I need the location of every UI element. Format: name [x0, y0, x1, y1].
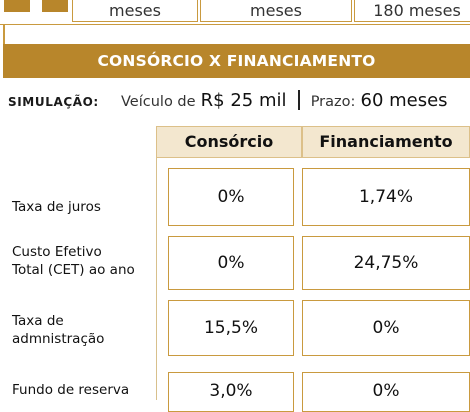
cell-consorcio-taxa-juros: 0% — [168, 168, 294, 226]
top-cell-2: meses — [200, 0, 352, 22]
divider-line — [0, 24, 470, 25]
cell-financiamento-fundo-reserva: 0% — [302, 372, 470, 412]
vehicle-value: R$ 25 mil — [200, 90, 287, 111]
term-value: 60 meses — [360, 90, 448, 111]
divider-vertical — [3, 24, 5, 44]
row-label-cet-line1: Custo Efetivo — [12, 244, 102, 260]
column-header-financiamento: Financiamento — [302, 126, 470, 158]
cell-financiamento-admin: 0% — [302, 300, 470, 356]
top-cell-3: 180 meses — [354, 0, 470, 22]
simulation-label: SIMULAÇÃO: — [8, 95, 99, 109]
vehicle-prefix: Veículo de — [121, 94, 196, 110]
top-cell-1: meses — [72, 0, 198, 22]
row-label-admin: Taxa de admnistração — [12, 312, 104, 348]
row-label-admin-line2: admnistração — [12, 331, 105, 347]
top-strip: meses meses 180 meses — [0, 0, 470, 24]
cell-financiamento-cet: 24,75% — [302, 236, 470, 290]
cell-financiamento-taxa-juros: 1,74% — [302, 168, 470, 226]
term-prefix: Prazo: — [310, 94, 356, 110]
grid-line — [156, 158, 157, 400]
row-label-cet-line2: Total (CET) ao ano — [12, 262, 135, 278]
cell-consorcio-admin: 15,5% — [168, 300, 294, 356]
row-label-fundo-reserva: Fundo de reserva — [12, 382, 130, 398]
row-label-cet: Custo Efetivo Total (CET) ao ano — [12, 243, 135, 279]
row-label-admin-line1: Taxa de — [12, 313, 64, 329]
separator — [297, 90, 300, 110]
cell-consorcio-cet: 0% — [168, 236, 294, 290]
cell-consorcio-fundo-reserva: 3,0% — [168, 372, 294, 412]
coins-icon — [4, 0, 70, 12]
simulation-row: SIMULAÇÃO: Veículo de R$ 25 mil Prazo: 6… — [8, 86, 470, 116]
section-title: CONSÓRCIO X FINANCIAMENTO — [3, 44, 470, 78]
column-header-consorcio: Consórcio — [156, 126, 302, 158]
row-label-taxa-juros: Taxa de juros — [12, 199, 101, 215]
